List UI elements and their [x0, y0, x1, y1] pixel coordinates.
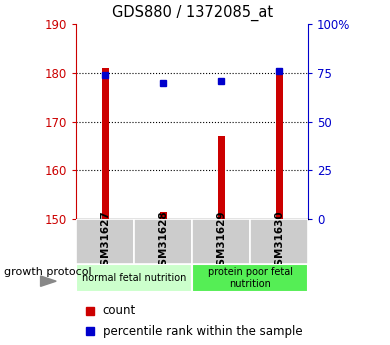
- Bar: [160, 212, 167, 219]
- Polygon shape: [41, 276, 56, 286]
- Bar: [76, 264, 192, 292]
- Text: growth protocol: growth protocol: [4, 267, 92, 276]
- Bar: [192, 264, 308, 292]
- Bar: [276, 68, 283, 219]
- Text: GSM31629: GSM31629: [216, 210, 226, 273]
- Text: GSM31628: GSM31628: [158, 210, 168, 273]
- Bar: [76, 219, 134, 264]
- Title: GDS880 / 1372085_at: GDS880 / 1372085_at: [112, 5, 273, 21]
- Bar: [218, 136, 225, 219]
- Bar: [250, 219, 308, 264]
- Text: GSM31627: GSM31627: [100, 210, 110, 273]
- Text: GSM31630: GSM31630: [274, 210, 284, 273]
- Text: percentile rank within the sample: percentile rank within the sample: [103, 325, 302, 338]
- Text: count: count: [103, 304, 136, 317]
- Text: normal fetal nutrition: normal fetal nutrition: [82, 273, 186, 283]
- Text: protein poor fetal
nutrition: protein poor fetal nutrition: [207, 267, 292, 288]
- Bar: [192, 219, 250, 264]
- Bar: [134, 219, 192, 264]
- Bar: [101, 68, 108, 219]
